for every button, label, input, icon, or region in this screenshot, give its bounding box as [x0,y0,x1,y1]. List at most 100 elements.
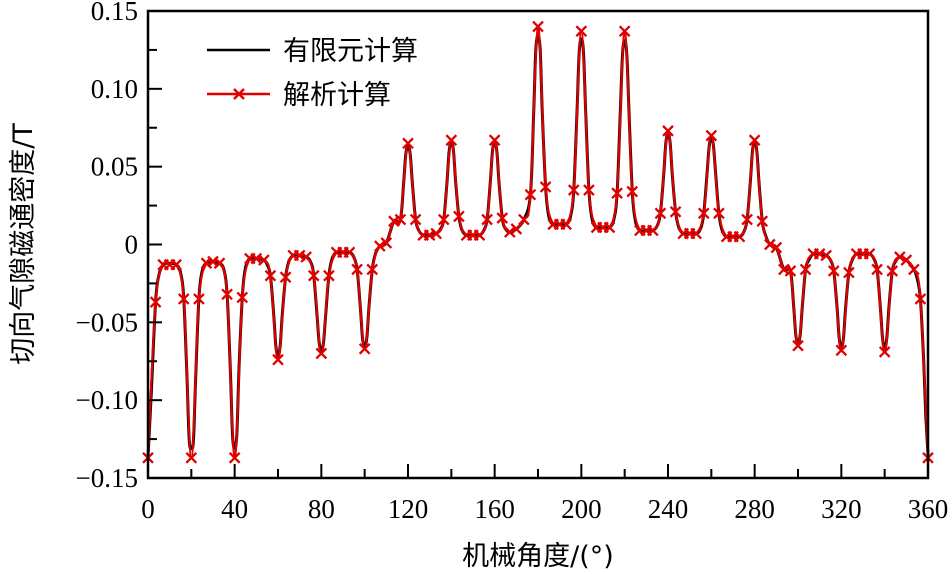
y-tick-label: 0 [125,230,139,260]
series-line-0 [146,34,930,458]
x-marker-icon [315,347,328,360]
legend-item-fem: 有限元计算 [207,36,418,67]
legend-label-analytic: 解析计算 [283,80,391,111]
x-marker-icon [307,269,320,282]
x-marker-icon [496,212,509,224]
x-marker-icon [654,207,667,220]
x-marker-icon [394,213,407,226]
x-marker-icon [843,266,855,279]
x-marker-icon [402,137,414,150]
x-marker-icon [213,257,226,269]
x-marker-icon [748,134,761,147]
series-line-1 [146,25,930,459]
x-marker-icon [900,254,913,266]
x-marker-icon [886,265,899,277]
legend-item-analytic: 解析计算 [207,80,391,111]
x-marker-icon [228,451,241,464]
x-marker-icon [481,213,493,226]
x-marker-icon [878,346,891,358]
x-marker-icon [575,25,588,38]
x-marker-icon [647,224,659,237]
x-marker-icon [618,25,631,38]
x-marker-icon [445,134,458,147]
x-marker-icon [504,226,516,238]
legend: 有限元计算 解析计算 [207,36,418,111]
x-marker-icon [626,185,639,198]
x-marker-icon [914,293,927,305]
x-marker-icon [193,293,205,305]
x-tick-label: 40 [221,494,248,524]
legend-label-fem: 有限元计算 [283,36,418,67]
x-tick-label: 240 [648,494,689,524]
x-tick-label: 200 [561,494,602,524]
x-tick-label: 0 [141,494,155,524]
x-marker-icon [827,265,840,277]
x-marker-icon [366,263,379,276]
x-tick-label: 160 [474,494,515,524]
x-marker-icon [453,210,465,223]
x-marker-icon [170,258,182,271]
y-tick-label: 0.15 [91,0,138,26]
plot-frame [146,9,930,480]
x-marker-icon [871,263,883,276]
x-marker-icon [524,188,537,201]
y-axis-tick-labels: −0.15 −0.10 −0.05 0 0.05 0.10 0.15 [76,0,138,493]
x-marker-icon [690,227,702,240]
x-marker-icon [567,184,580,196]
x-marker-icon [221,288,233,301]
x-marker-icon [733,230,746,243]
x-marker-icon [908,263,920,276]
x-marker-icon [799,263,812,276]
x-marker-icon [894,251,906,263]
x-marker-icon [374,240,386,252]
x-tick-label: 120 [388,494,429,524]
x-marker-icon [532,20,544,33]
x-marker-icon [343,246,356,259]
x-marker-icon [177,293,190,305]
x-marker-icon [409,213,422,226]
x-axis-tick-labels: 0 40 80 120 160 200 240 280 320 360 [141,494,948,524]
x-marker-icon [603,221,616,234]
plot-series [142,20,934,464]
x-marker-icon [539,181,552,193]
x-tick-label: 80 [308,494,335,524]
y-tick-label: 0.10 [91,74,138,104]
x-marker-icon [272,353,284,366]
x-marker-icon [741,213,753,226]
x-marker-icon [835,344,848,357]
x-marker-icon [488,134,501,147]
x-marker-icon [236,291,249,304]
y-tick-label: −0.15 [76,463,138,493]
x-marker-icon [380,237,393,249]
y-tick-label: −0.05 [76,307,138,337]
x-marker-icon [705,129,718,142]
x-marker-icon [258,254,270,266]
y-axis-title: 切向气隙磁通密度/T [8,123,39,365]
x-marker-icon [583,184,595,196]
x-marker-icon [430,227,442,240]
x-marker-icon [560,218,572,231]
x-marker-icon [611,187,623,199]
x-marker-icon [300,251,312,263]
y-tick-label: 0.05 [91,152,138,182]
x-marker-icon [669,205,682,218]
x-marker-icon [697,207,710,220]
x-marker-icon [510,223,523,235]
x-marker-icon [323,269,335,282]
x-tick-label: 280 [734,494,775,524]
x-marker-icon [713,207,725,220]
x-marker-icon [473,229,486,241]
legend-x-marker-icon [233,88,245,100]
axis-ticks [147,10,929,479]
x-marker-icon [437,213,450,226]
x-marker-icon [264,269,277,282]
x-marker-icon [185,451,198,464]
x-marker-icon [358,342,371,355]
x-marker-icon [518,213,530,226]
x-marker-icon [351,263,363,276]
y-tick-label: −0.10 [76,385,138,415]
x-marker-icon [820,249,832,262]
x-axis-title: 机械角度/(°) [462,541,614,572]
x-marker-icon [863,248,876,260]
